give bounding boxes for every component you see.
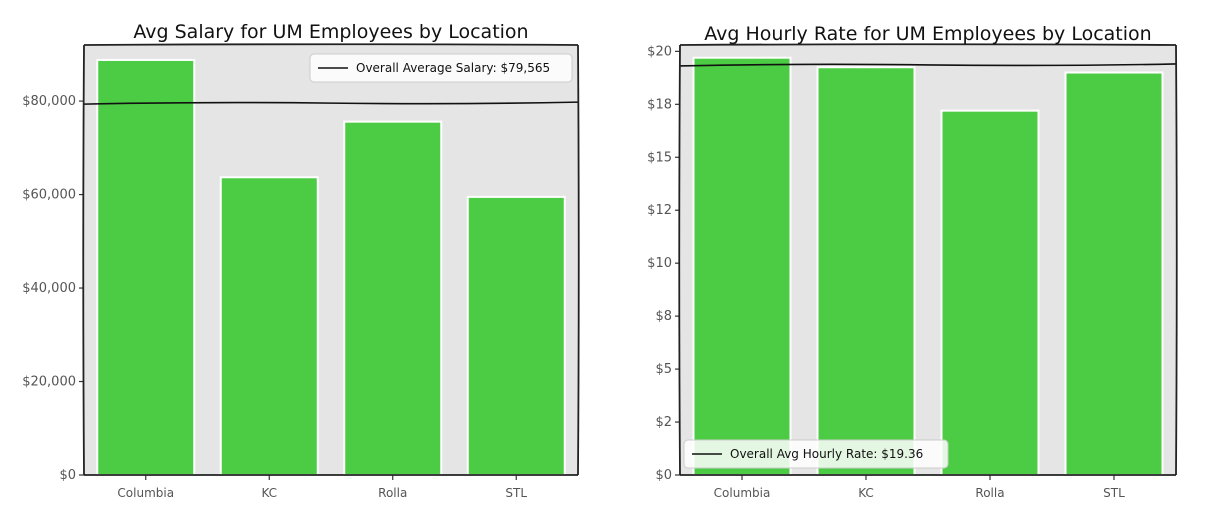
plot-frame — [678, 43, 1178, 477]
bar-rolla — [940, 109, 1040, 476]
bar-rolla — [343, 120, 443, 477]
legend: Overall Avg Hourly Rate: $19.36 — [683, 439, 949, 469]
legend-box — [683, 439, 949, 469]
chart-title: Avg Hourly Rate for UM Employees by Loca… — [704, 23, 1151, 45]
bar-stl — [1064, 71, 1164, 476]
legend: Overall Average Salary: $79,565 — [309, 53, 573, 83]
plot-frame — [82, 43, 580, 477]
y-tick-label: $18 — [647, 97, 672, 112]
reference-line — [679, 63, 1177, 67]
y-tick-label: $80,000 — [22, 94, 76, 109]
chart-title: Avg Salary for UM Employees by Location — [133, 21, 528, 43]
y-tick-label: $12 — [647, 203, 672, 218]
y-tick-label: $8 — [655, 309, 672, 324]
legend-label: Overall Average Salary: $79,565 — [356, 61, 550, 75]
x-tick-label: Rolla — [975, 486, 1004, 500]
x-tick-label: Columbia — [117, 486, 174, 500]
bar-columbia — [96, 58, 196, 477]
y-tick-label: $40,000 — [22, 281, 76, 296]
y-tick-label: $10 — [647, 256, 672, 271]
legend-box — [309, 53, 573, 83]
y-tick-label: $20,000 — [22, 375, 76, 390]
y-tick-label: $0 — [655, 468, 672, 483]
y-tick-label: $20 — [647, 44, 672, 59]
chart-panel-2: Columbia KC Rolla STL $0 $2 $5 $8 $10 $12 $15 $18 $2… — [647, 23, 1178, 500]
x-tick-label: STL — [505, 486, 527, 500]
chart-panel-1: Columbia KC Rolla STL $0 $20,000 $40,000 $60,00… — [22, 21, 580, 500]
x-tick-label: Columbia — [714, 486, 771, 500]
bar-stl — [466, 195, 566, 477]
reference-line — [83, 101, 579, 105]
bar-kc — [219, 176, 319, 477]
x-tick-label: Rolla — [378, 486, 407, 500]
x-tick-label: STL — [1103, 486, 1125, 500]
legend-label: Overall Avg Hourly Rate: $19.36 — [730, 447, 923, 461]
y-tick-label: $0 — [59, 468, 76, 483]
bar-columbia — [692, 56, 792, 477]
x-tick-label: KC — [858, 486, 874, 500]
y-tick-label: $2 — [655, 415, 672, 430]
x-tick-label: KC — [261, 486, 277, 500]
bar-kc — [816, 66, 916, 476]
y-tick-label: $15 — [647, 150, 672, 165]
y-tick-label: $5 — [655, 362, 672, 377]
y-tick-label: $60,000 — [22, 188, 76, 203]
